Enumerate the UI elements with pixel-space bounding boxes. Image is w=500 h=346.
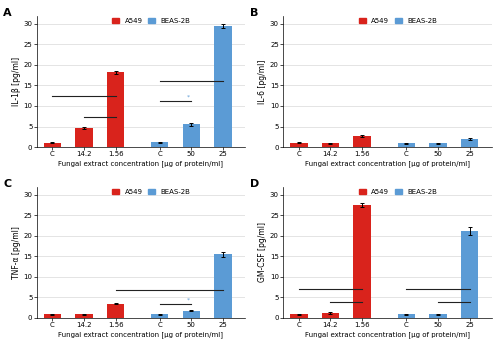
Text: *: * [186,298,190,302]
Legend: A549, BEAS-2B: A549, BEAS-2B [110,188,192,196]
Bar [429,143,446,147]
Bar [107,72,124,147]
Y-axis label: TNF-α [pg/ml]: TNF-α [pg/ml] [12,226,20,279]
X-axis label: Fungal extract concentration [µg of protein/ml]: Fungal extract concentration [µg of prot… [58,331,224,338]
Bar [214,26,232,147]
Text: **: ** [354,296,360,301]
Bar [44,143,61,147]
X-axis label: Fungal extract concentration [µg of protein/ml]: Fungal extract concentration [µg of prot… [305,331,470,338]
Bar [151,314,168,318]
Bar [322,313,339,318]
Text: **: ** [462,283,468,288]
Text: D: D [250,179,259,189]
Bar [44,314,61,318]
Text: **: ** [215,75,222,80]
Bar [398,314,415,318]
Bar [461,139,478,147]
Bar [398,143,415,147]
Bar [75,128,92,147]
Text: *: * [186,95,190,100]
Legend: A549, BEAS-2B: A549, BEAS-2B [357,17,438,25]
Legend: A549, BEAS-2B: A549, BEAS-2B [357,188,438,196]
Text: *: * [111,111,114,116]
Text: **: ** [108,90,114,95]
Text: *: * [218,284,222,289]
Text: B: B [250,8,258,18]
X-axis label: Fungal extract concentration [µg of protein/ml]: Fungal extract concentration [µg of prot… [305,160,470,167]
Text: **: ** [462,296,468,301]
Bar [290,143,308,147]
Bar [151,142,168,147]
Bar [322,143,339,147]
Text: A: A [3,8,12,18]
Y-axis label: IL-1β [pg/ml]: IL-1β [pg/ml] [12,57,20,106]
Y-axis label: GM-CSF [pg/ml]: GM-CSF [pg/ml] [258,222,267,282]
Bar [107,303,124,318]
Bar [354,136,371,147]
Text: C: C [3,179,12,189]
Bar [354,205,371,318]
Legend: A549, BEAS-2B: A549, BEAS-2B [110,17,192,25]
Bar [75,314,92,318]
Bar [290,314,308,318]
Bar [182,311,200,318]
Bar [461,231,478,318]
Bar [429,314,446,318]
Text: **: ** [354,283,360,288]
X-axis label: Fungal extract concentration [µg of protein/ml]: Fungal extract concentration [µg of prot… [58,160,224,167]
Y-axis label: IL-6 [pg/ml]: IL-6 [pg/ml] [258,59,267,103]
Bar [182,125,200,147]
Bar [214,254,232,318]
